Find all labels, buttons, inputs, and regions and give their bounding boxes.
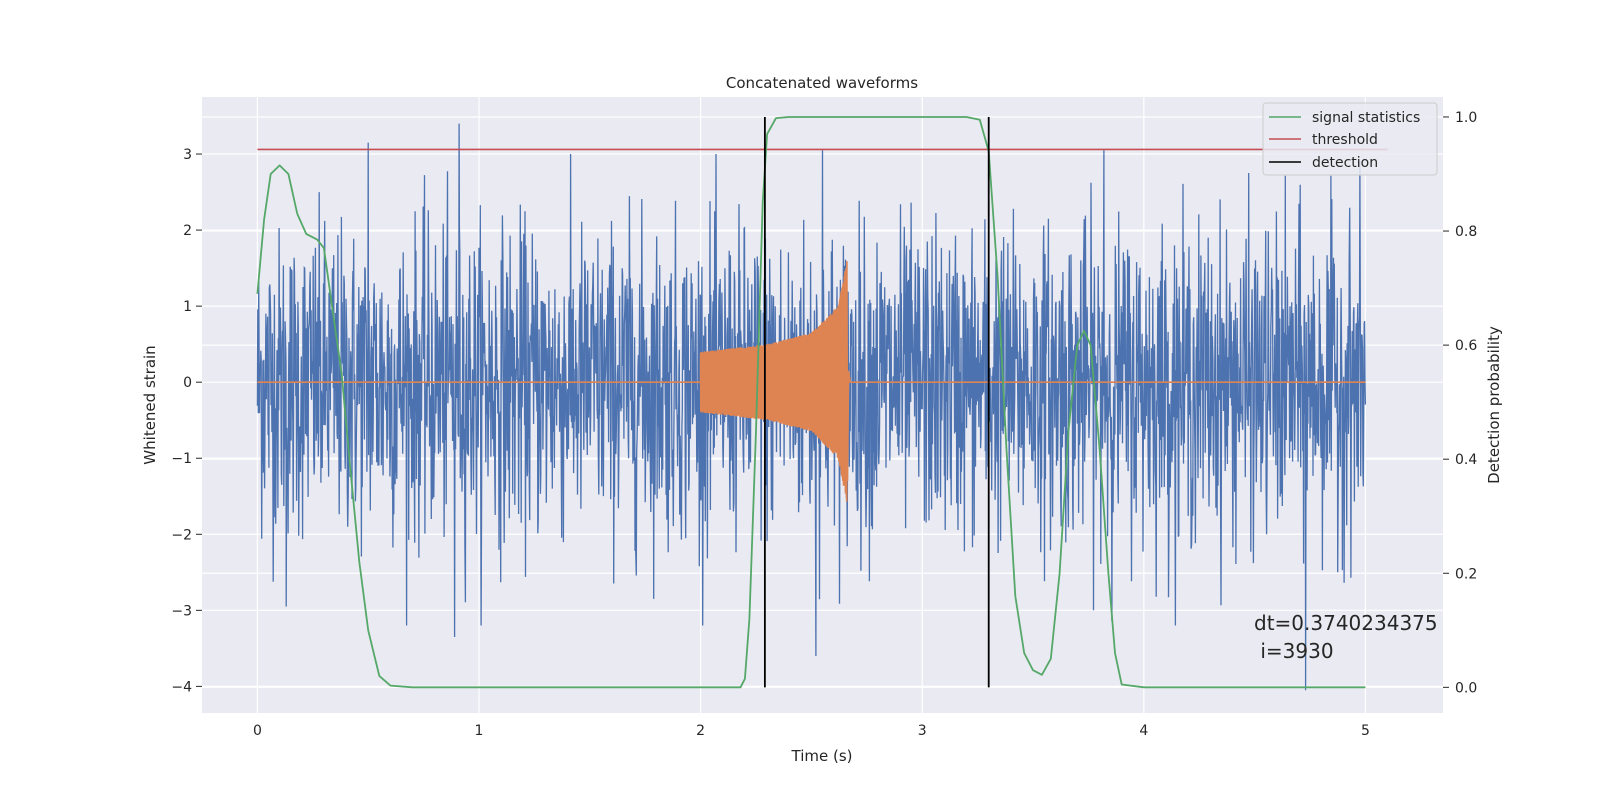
y-tick-label-right: 0.8 [1455,224,1477,240]
annotation-i: i=3930 [1254,639,1334,663]
y-tick-label-left: 0 [183,375,192,391]
y-tick-label-right: 0.6 [1455,338,1477,354]
legend-label-threshold: threshold [1312,132,1378,148]
x-tick-label: 2 [696,723,705,739]
y-tick-label-left: −3 [171,603,192,619]
axes: 0 1 2 3 4 5 3 2 1 0 −1 −2 −3 −4 1.0 0.8 0.6 0.4 0.2 0.0 [171,110,1477,739]
y-tick-label-right: 0.2 [1455,566,1477,582]
x-tick-label: 4 [1139,723,1148,739]
legend-box [1262,102,1438,176]
y-tick-label-left: 3 [183,147,192,163]
annotation-dt: dt=0.3740234375 [1254,611,1438,635]
legend: signal statistics threshold detection [1262,102,1438,176]
y-axis-label-right: Detection probability [1485,326,1503,484]
legend-label-detection: detection [1312,155,1378,171]
y-tick-label-right: 0.4 [1455,452,1477,468]
x-tick-label: 0 [253,723,262,739]
legend-label-signal-statistics: signal statistics [1312,110,1420,126]
x-tick-label: 5 [1361,723,1370,739]
series-injected-chirp [257,261,1366,502]
y-tick-label-right: 0.0 [1455,680,1477,696]
y-tick-label-left: 1 [183,299,192,315]
y-tick-label-left: −1 [171,451,192,467]
y-tick-label-right: 1.0 [1455,110,1477,126]
y-tick-label-left: −2 [171,527,192,543]
y-axis-label-left: Whitened strain [141,345,159,464]
y-tick-label-left: −4 [171,679,192,695]
x-tick-label: 1 [475,723,484,739]
chart-title: Concatenated waveforms [726,74,918,92]
x-axis-label: Time (s) [791,747,853,765]
y-tick-label-left: 2 [183,223,192,239]
series-layer [256,116,1388,691]
x-tick-label: 3 [918,723,927,739]
